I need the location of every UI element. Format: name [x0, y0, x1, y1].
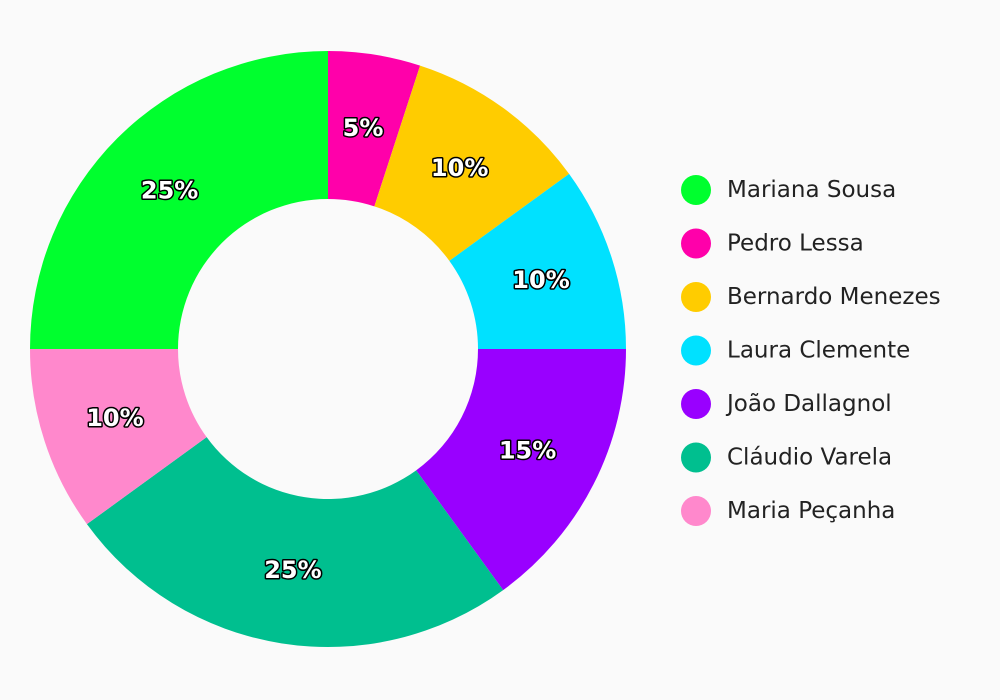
legend-marker-bernardo-menezes	[681, 282, 711, 312]
legend-item-joao-dallagnol: João Dallagnol	[681, 389, 892, 419]
slice-claudio-varela	[86, 437, 504, 647]
legend-label-claudio-varela: Cláudio Varela	[727, 445, 892, 471]
legend-label-laura-clemente: Laura Clemente	[727, 338, 910, 364]
legend-marker-mariana-sousa	[681, 175, 711, 205]
slice-label-joao-dallagnol: 15%	[499, 437, 556, 465]
slice-labels: 5% 10% 10% 15% 25% 10% 25%	[85, 112, 572, 585]
slice-label-pedro-lessa: 5%	[343, 114, 384, 142]
legend-label-bernardo-menezes: Bernardo Menezes	[727, 284, 941, 310]
slice-joao-dallagnol	[416, 349, 626, 591]
legend-label-maria-pecanha: Maria Peçanha	[727, 498, 895, 524]
legend-item-laura-clemente: Laura Clemente	[681, 335, 910, 366]
legend-label-pedro-lessa: Pedro Lessa	[727, 231, 864, 257]
legend-item-bernardo-menezes: Bernardo Menezes	[681, 282, 941, 312]
slice-mariana-sousa	[30, 51, 328, 349]
slice-pedro-lessa	[328, 51, 421, 207]
slice-label-laura-clemente: 10%	[512, 266, 569, 294]
slice-label-mariana-sousa: 25%	[141, 177, 198, 205]
legend-marker-joao-dallagnol	[681, 389, 711, 419]
legend-marker-laura-clemente	[681, 335, 711, 366]
legend-marker-maria-pecanha	[681, 496, 711, 526]
slice-bernardo-menezes	[374, 65, 570, 261]
legend-item-mariana-sousa: Mariana Sousa	[681, 175, 896, 205]
slice-label-claudio-varela: 25%	[264, 556, 321, 584]
legend-item-maria-pecanha: Maria Peçanha	[681, 496, 895, 526]
legend: Mariana Sousa Pedro Lessa Bernardo Menezes…	[681, 175, 941, 526]
legend-marker-pedro-lessa	[681, 228, 711, 259]
slice-laura-clemente	[449, 173, 626, 349]
legend-item-pedro-lessa: Pedro Lessa	[681, 228, 864, 259]
slice-maria-pecanha	[30, 349, 207, 525]
donut-slices	[30, 51, 626, 647]
legend-label-joao-dallagnol: João Dallagnol	[725, 391, 892, 417]
legend-marker-claudio-varela	[681, 442, 711, 473]
slice-label-bernardo-menezes: 10%	[431, 154, 488, 182]
legend-item-claudio-varela: Cláudio Varela	[681, 442, 892, 473]
slice-label-maria-pecanha: 10%	[86, 404, 143, 432]
legend-label-mariana-sousa: Mariana Sousa	[727, 177, 896, 203]
